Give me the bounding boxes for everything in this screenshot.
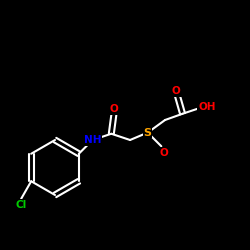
- Text: S: S: [144, 128, 152, 138]
- Text: OH: OH: [198, 102, 216, 113]
- Text: O: O: [172, 86, 181, 96]
- Text: O: O: [160, 148, 168, 158]
- Text: O: O: [110, 104, 118, 115]
- Text: Cl: Cl: [16, 200, 27, 210]
- Text: NH: NH: [84, 135, 101, 145]
